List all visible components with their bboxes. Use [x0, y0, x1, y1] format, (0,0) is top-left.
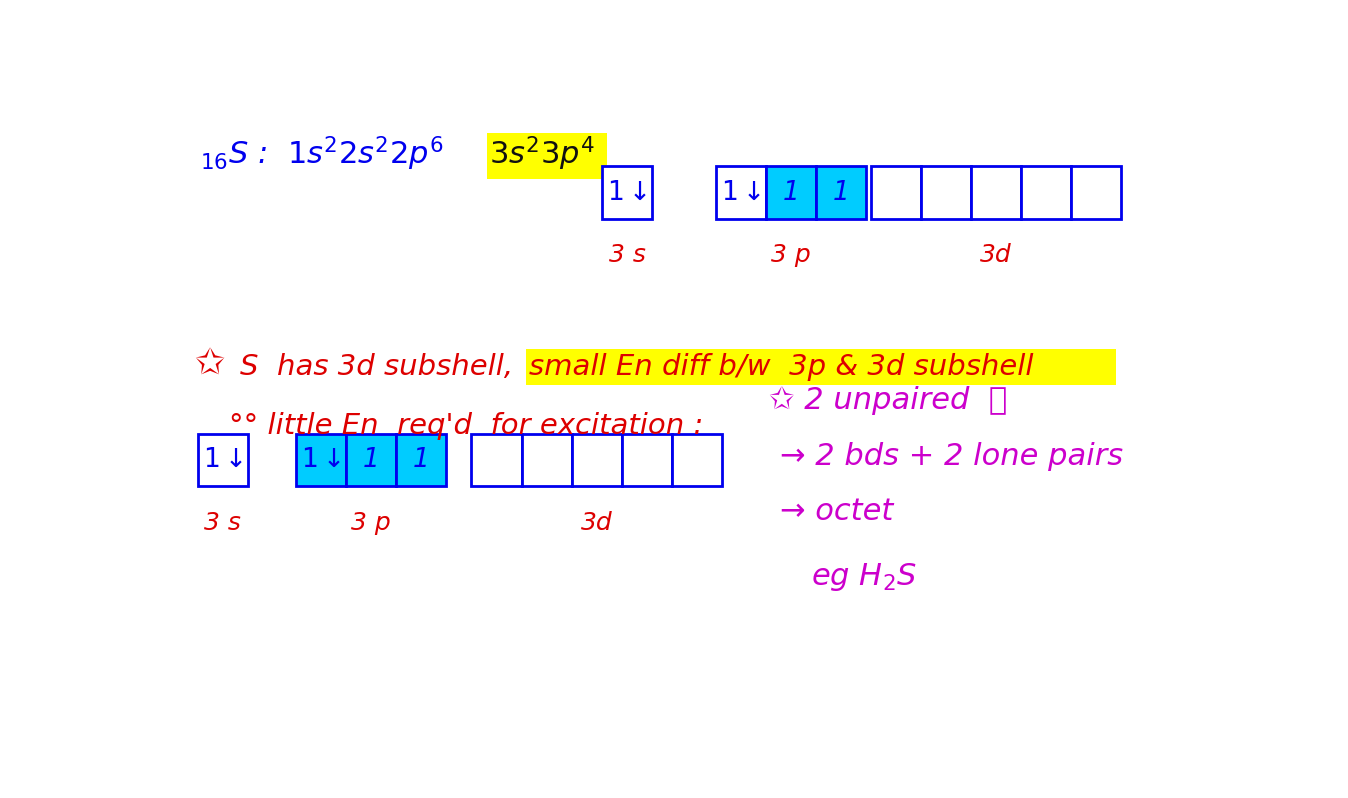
Text: → octet: → octet	[779, 497, 892, 526]
Bar	[522, 434, 572, 486]
Text: ✩: ✩	[194, 347, 225, 381]
Text: $1\downarrow$: $1\downarrow$	[721, 180, 762, 206]
Bar	[673, 434, 723, 486]
Bar	[572, 434, 621, 486]
Bar	[198, 434, 248, 486]
Bar	[766, 167, 817, 219]
Text: 3d: 3d	[980, 243, 1012, 267]
Text: $1\downarrow$: $1\downarrow$	[301, 447, 341, 473]
Text: $1\downarrow$: $1\downarrow$	[607, 180, 647, 206]
Text: $_{16}$S :  $1s^22s^22p^6$: $_{16}$S : $1s^22s^22p^6$	[200, 134, 443, 172]
Text: S  has 3d subshell,: S has 3d subshell,	[240, 354, 512, 381]
Text: 3 p: 3 p	[352, 511, 391, 535]
Bar	[871, 167, 921, 219]
Text: 3 s: 3 s	[205, 511, 241, 535]
Text: 3 p: 3 p	[771, 243, 811, 267]
Text: 3 s: 3 s	[609, 243, 646, 267]
Text: eg H$_2$S: eg H$_2$S	[811, 562, 917, 594]
Bar	[971, 167, 1020, 219]
Bar	[526, 349, 1116, 385]
Text: → 2 bds + 2 lone pairs: → 2 bds + 2 lone pairs	[779, 441, 1123, 471]
Bar	[621, 434, 673, 486]
Bar	[921, 167, 971, 219]
Text: 3d: 3d	[581, 511, 613, 535]
Text: °° little En  req'd  for excitation :: °° little En req'd for excitation :	[229, 412, 704, 440]
Bar	[396, 434, 446, 486]
Bar	[487, 132, 607, 179]
Bar	[603, 167, 652, 219]
Bar	[472, 434, 522, 486]
Text: 1: 1	[783, 180, 799, 206]
Text: $3s^23p^4$: $3s^23p^4$	[489, 134, 594, 172]
Text: $1\downarrow$: $1\downarrow$	[202, 447, 243, 473]
Text: ✩ 2 unpaired  ⓔ: ✩ 2 unpaired ⓔ	[770, 386, 1007, 415]
Bar	[297, 434, 346, 486]
Bar	[817, 167, 867, 219]
Bar	[1020, 167, 1072, 219]
Bar	[346, 434, 396, 486]
Text: 1: 1	[833, 180, 849, 206]
Text: 1: 1	[363, 447, 380, 473]
Bar	[716, 167, 766, 219]
Text: 1: 1	[412, 447, 430, 473]
Text: small En diff b/w  3p & 3d subshell: small En diff b/w 3p & 3d subshell	[528, 354, 1034, 381]
Bar	[1072, 167, 1122, 219]
